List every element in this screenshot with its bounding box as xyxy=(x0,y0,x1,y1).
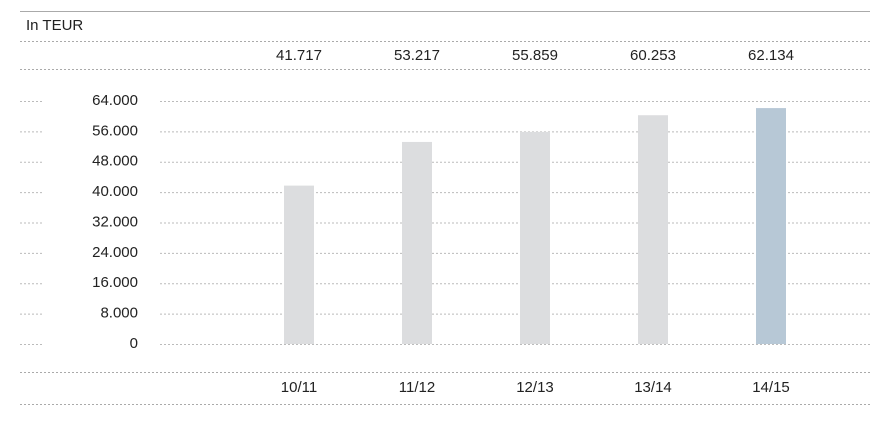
value-label: 41.717 xyxy=(276,47,322,64)
value-label: 55.859 xyxy=(512,47,558,64)
y-tick-label: 48.000 xyxy=(92,153,138,170)
x-tick-label: 10/11 xyxy=(281,379,317,396)
value-label: 60.253 xyxy=(630,47,676,64)
y-tick-label: 0 xyxy=(130,335,138,352)
bar xyxy=(638,115,668,344)
bar xyxy=(402,141,432,344)
x-tick-label: 11/12 xyxy=(399,379,435,396)
y-tick-label: 32.000 xyxy=(92,213,138,230)
y-tick-label: 8.000 xyxy=(100,305,138,322)
x-tick-label: 13/14 xyxy=(634,379,672,396)
y-tick-label: 64.000 xyxy=(92,92,138,109)
x-tick-label: 12/13 xyxy=(516,379,554,396)
unit-label: In TEUR xyxy=(26,17,83,34)
x-tick-label: 14/15 xyxy=(752,379,790,396)
bar xyxy=(756,108,786,345)
value-label: 62.134 xyxy=(748,47,794,64)
bar xyxy=(520,131,550,344)
value-label: 53.217 xyxy=(394,47,440,64)
bar xyxy=(284,185,314,344)
y-tick-label: 40.000 xyxy=(92,183,138,200)
y-tick-label: 24.000 xyxy=(92,244,138,261)
y-tick-label: 56.000 xyxy=(92,122,138,139)
y-tick-label: 16.000 xyxy=(92,274,138,291)
